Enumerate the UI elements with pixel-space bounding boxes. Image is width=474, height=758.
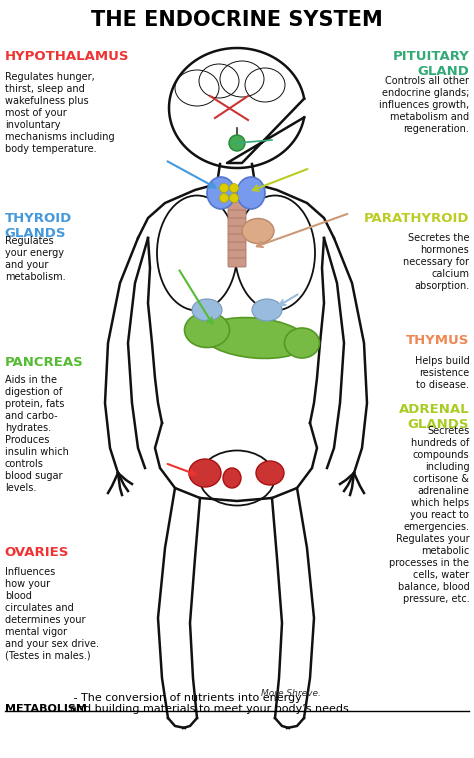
Text: PARATHYROID: PARATHYROID — [364, 212, 469, 225]
Text: PANCREAS: PANCREAS — [5, 356, 83, 369]
Circle shape — [219, 183, 228, 193]
Text: Secretes
hundreds of
compounds
including
cortisone &
adrenaline
which helps
you : Secretes hundreds of compounds including… — [389, 426, 469, 604]
FancyBboxPatch shape — [228, 226, 246, 235]
Circle shape — [219, 193, 228, 202]
Text: OVARIES: OVARIES — [5, 546, 69, 559]
Text: METABOLISM: METABOLISM — [5, 704, 87, 714]
Circle shape — [229, 193, 238, 202]
Ellipse shape — [189, 459, 221, 487]
Ellipse shape — [192, 299, 222, 321]
Text: Regulates
your energy
and your
metabolism.: Regulates your energy and your metabolis… — [5, 236, 65, 283]
Text: Influences
how your
blood
circulates and
determines your
mental vigor
and your s: Influences how your blood circulates and… — [5, 567, 99, 661]
Ellipse shape — [284, 328, 319, 358]
Circle shape — [229, 135, 245, 151]
Text: HYPOTHALAMUS: HYPOTHALAMUS — [5, 50, 129, 63]
Text: PITUITARY
GLAND: PITUITARY GLAND — [392, 50, 469, 78]
Text: Secretes the
hormones
necessary for
calcium
absorption.: Secretes the hormones necessary for calc… — [403, 233, 469, 292]
Text: - The conversion of nutrients into energy
and building materials to meet your bo: - The conversion of nutrients into energ… — [70, 693, 352, 714]
Ellipse shape — [223, 468, 241, 488]
Ellipse shape — [242, 218, 274, 243]
Text: Controls all other
endocrine glands;
influences growth,
metabolism and
regenerat: Controls all other endocrine glands; inf… — [379, 76, 469, 134]
FancyBboxPatch shape — [228, 242, 246, 251]
Text: ADRENAL
GLANDS: ADRENAL GLANDS — [399, 403, 469, 431]
FancyBboxPatch shape — [228, 202, 246, 211]
Circle shape — [229, 183, 238, 193]
FancyBboxPatch shape — [228, 258, 246, 267]
Ellipse shape — [237, 177, 265, 209]
Text: Aids in the
digestion of
protein, fats
and carbo-
hydrates.
Produces
insulin whi: Aids in the digestion of protein, fats a… — [5, 375, 69, 493]
Text: THYMUS: THYMUS — [406, 334, 469, 346]
Ellipse shape — [184, 312, 229, 347]
Ellipse shape — [252, 299, 282, 321]
FancyBboxPatch shape — [228, 234, 246, 243]
Text: Helps build
resistence
to disease.: Helps build resistence to disease. — [414, 356, 469, 390]
Text: THE ENDOCRINE SYSTEM: THE ENDOCRINE SYSTEM — [91, 10, 383, 30]
Text: Regulates hunger,
thirst, sleep and
wakefulness plus
most of your
involuntary
me: Regulates hunger, thirst, sleep and wake… — [5, 72, 114, 154]
FancyBboxPatch shape — [228, 218, 246, 227]
Ellipse shape — [256, 461, 284, 485]
Ellipse shape — [207, 177, 235, 209]
FancyBboxPatch shape — [228, 210, 246, 219]
FancyBboxPatch shape — [228, 250, 246, 259]
Ellipse shape — [203, 318, 307, 359]
Text: More Shreve.: More Shreve. — [261, 689, 320, 698]
Text: THYROID
GLANDS: THYROID GLANDS — [5, 212, 72, 240]
